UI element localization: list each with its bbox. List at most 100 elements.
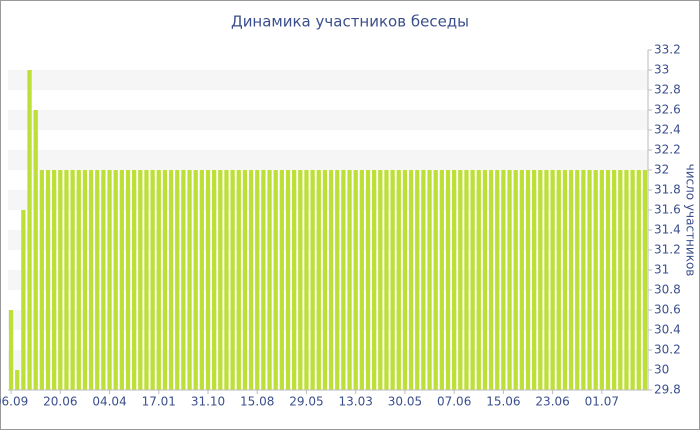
x-tick-label: 15.06 [486,395,520,409]
bar [82,170,88,390]
bar [556,170,561,390]
bar [236,170,241,390]
grid-band [8,190,648,210]
bar [427,170,432,390]
bar [439,170,444,390]
grid-band [8,350,648,370]
y-tick-label: 30.6 [654,303,681,317]
y-axis-title: число участников [684,164,698,277]
bar [205,170,211,390]
y-tick-label: 30 [654,363,669,377]
bar [642,170,648,390]
bar [587,170,592,390]
bar [630,170,635,390]
x-tick-label: 15.08 [240,395,274,409]
bar [550,170,555,390]
bar [273,170,278,390]
bar [359,170,364,390]
y-tick-label: 29.8 [654,383,681,397]
bar [636,170,641,390]
bar [421,170,426,390]
bar [470,170,475,390]
y-tick-label: 30.4 [654,323,681,337]
bar [156,170,161,390]
bar [599,170,604,390]
bar [175,170,180,390]
y-tick-label: 32.2 [654,143,681,157]
bar [488,170,494,390]
bar [33,110,38,390]
grid-band [8,310,648,330]
x-tick-label: 13.03 [339,395,373,409]
bar [402,170,408,390]
bar [70,170,75,390]
bar [292,170,297,390]
y-tick-label: 31.6 [654,203,681,217]
bar [538,170,543,390]
bar [144,170,149,390]
bar [581,170,586,390]
bar [45,170,51,390]
bar [181,170,186,390]
grid-band [8,270,648,290]
bar [193,170,198,390]
bar [187,170,192,390]
bar [242,170,248,390]
bar [119,170,124,390]
grid-band [8,230,648,250]
x-tick-label: 17.01 [142,395,176,409]
bar [365,170,371,390]
bar [285,170,291,390]
bar [101,170,106,390]
x-tick-label: 20.06 [43,395,77,409]
bar [482,170,488,390]
x-tick-label: 31.10 [191,395,225,409]
bar [138,170,143,390]
y-tick-label: 30.2 [654,343,681,357]
bar [525,170,531,390]
y-tick-label: 32.6 [654,103,681,117]
bar [347,170,352,390]
bar [21,210,26,390]
bar [513,170,518,390]
bar [76,170,81,390]
chart-title: Динамика участников беседы [231,13,469,31]
bar [445,170,451,390]
x-tick-label: 30.05 [388,395,422,409]
bar [519,170,524,390]
x-tick-label: 29.05 [289,395,323,409]
bar [433,170,438,390]
bar [58,170,63,390]
bar [384,170,389,390]
bar [113,170,118,390]
bar [150,170,155,390]
x-tick-label: 07.06 [437,395,471,409]
grid-band [8,110,648,130]
bar [372,170,377,390]
bar [507,170,512,390]
bar [624,170,629,390]
bar [452,170,457,390]
y-tick-label: 31.8 [654,183,681,197]
bar [279,170,284,390]
bar [316,170,321,390]
bar [224,170,229,390]
bar [532,170,537,390]
x-tick-label: 06.09 [0,395,28,409]
bar [132,170,137,390]
bar [15,370,20,390]
bar [64,170,69,390]
bar [408,170,414,390]
bar [267,170,272,390]
bar [27,70,32,390]
bar [125,170,131,390]
y-tick-label: 32.8 [654,83,681,97]
bar [88,170,94,390]
x-tick-label: 23.06 [535,395,569,409]
y-tick-label: 31 [654,263,669,277]
y-tick-label: 30.8 [654,283,681,297]
bar [39,170,44,390]
bar [304,170,309,390]
